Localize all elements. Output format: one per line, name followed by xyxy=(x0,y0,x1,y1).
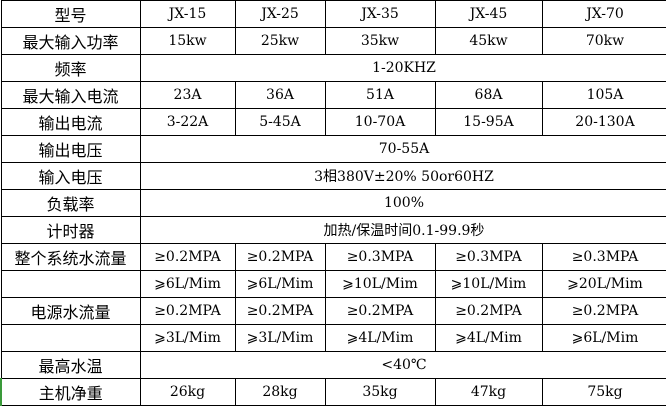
value-cell: ⩾10L/Mim xyxy=(434,270,543,298)
value-cell: ≥0.2MPA xyxy=(541,297,666,325)
value-cell: 20-130A xyxy=(541,108,666,136)
value-cell: ≥0.3MPA xyxy=(324,243,436,271)
row-label xyxy=(0,324,141,352)
value-cell: 26kg xyxy=(139,378,236,406)
value-cell: ⩾10L/Mim xyxy=(324,270,436,298)
value-cell: 15-95A xyxy=(434,108,543,136)
table-row: 频率 1-20KHZ xyxy=(0,54,666,82)
value-cell: 68A xyxy=(434,81,543,109)
row-label: 输出电流 xyxy=(0,108,141,136)
value-cell: ⩾6L/Mim xyxy=(234,270,326,298)
row-label: 输出电压 xyxy=(0,135,141,163)
value-cell: 5-45A xyxy=(234,108,326,136)
value-cell: 28kg xyxy=(234,378,326,406)
value-cell: 36A xyxy=(234,81,326,109)
table-row: 整个系统水流量 ≥0.2MPA ≥0.2MPA ≥0.3MPA ≥0.3MPA ≥0.3M… xyxy=(0,243,666,271)
value-cell: ≥0.2MPA xyxy=(234,243,326,271)
row-label: 整个系统水流量 xyxy=(0,243,141,271)
value-cell: ≥0.2MPA xyxy=(434,297,543,325)
row-label: 最高水温 xyxy=(0,351,141,379)
table-row: 最大输入功率 15kw 25kw 35kw 45kw 70kw xyxy=(0,27,666,55)
table-row: 输出电压 70-55A xyxy=(0,135,666,163)
value-cell: ⩾6L/Mim xyxy=(541,324,666,352)
value-cell: ≥0.3MPA xyxy=(541,243,666,271)
value-cell: ≥0.3MPA xyxy=(434,243,543,271)
table-row: 负载率 100% xyxy=(0,189,666,217)
value-cell: ⩾4L/Mim xyxy=(324,324,436,352)
table-row: 输入电压 3相380V±20% 50or60HZ xyxy=(0,162,666,190)
value-cell: ⩾20L/Mim xyxy=(541,270,666,298)
value-cell: 105A xyxy=(541,81,666,109)
row-label xyxy=(0,270,141,298)
spanning-value: <40℃ xyxy=(139,351,666,379)
model-header: JX-25 xyxy=(234,0,326,28)
value-cell: 23A xyxy=(139,81,236,109)
row-label: 计时器 xyxy=(0,216,141,244)
value-cell: 70kw xyxy=(541,27,666,55)
table-row: 计时器 加热/保温时间0.1-99.9秒 xyxy=(0,216,666,244)
table-row: 最大输入电流 23A 36A 51A 68A 105A xyxy=(0,81,666,109)
value-cell: 3-22A xyxy=(139,108,236,136)
value-cell: 10-70A xyxy=(324,108,436,136)
row-label: 电源水流量 xyxy=(0,297,141,325)
value-cell: ≥0.2MPA xyxy=(139,297,236,325)
value-cell: 35kw xyxy=(324,27,436,55)
value-cell: 15kw xyxy=(139,27,236,55)
table-row: 主机净重 26kg 28kg 35kg 47kg 75kg xyxy=(0,378,666,406)
spanning-value: 1-20KHZ xyxy=(139,54,666,82)
model-header: JX-15 xyxy=(139,0,236,28)
value-cell: ≥0.2MPA xyxy=(324,297,436,325)
value-cell: ≥0.2MPA xyxy=(139,243,236,271)
table-row: 最高水温 <40℃ xyxy=(0,351,666,379)
value-cell: ⩾3L/Mim xyxy=(139,324,236,352)
model-header: JX-45 xyxy=(434,0,543,28)
value-cell: 51A xyxy=(324,81,436,109)
table-row: 电源水流量 ≥0.2MPA ≥0.2MPA ≥0.2MPA ≥0.2MPA ≥0.2MPA xyxy=(0,297,666,325)
value-cell: 35kg xyxy=(324,378,436,406)
model-header: JX-35 xyxy=(324,0,436,28)
value-cell: ≥0.2MPA xyxy=(234,297,326,325)
spanning-value: 70-55A xyxy=(139,135,666,163)
spanning-value: 3相380V±20% 50or60HZ xyxy=(139,162,666,190)
row-label: 主机净重 xyxy=(0,378,141,406)
row-label: 输入电压 xyxy=(0,162,141,190)
row-label: 频率 xyxy=(0,54,141,82)
row-label: 最大输入功率 xyxy=(0,27,141,55)
value-cell: 47kg xyxy=(434,378,543,406)
header-label: 型号 xyxy=(0,0,141,28)
value-cell: 25kw xyxy=(234,27,326,55)
table-row: ⩾6L/Mim ⩾6L/Mim ⩾10L/Mim ⩾10L/Mim ⩾20L/Mim xyxy=(0,270,666,298)
value-cell: ⩾4L/Mim xyxy=(434,324,543,352)
value-cell: 45kw xyxy=(434,27,543,55)
table-row: 输出电流 3-22A 5-45A 10-70A 15-95A 20-130A xyxy=(0,108,666,136)
value-cell: 75kg xyxy=(541,378,666,406)
header-row: 型号 JX-15 JX-25 JX-35 JX-45 JX-70 xyxy=(0,0,666,28)
spanning-value: 加热/保温时间0.1-99.9秒 xyxy=(139,216,666,244)
spanning-value: 100% xyxy=(139,189,666,217)
value-cell: ⩾3L/Mim xyxy=(234,324,326,352)
row-label: 负载率 xyxy=(0,189,141,217)
value-cell: ⩾6L/Mim xyxy=(139,270,236,298)
model-header: JX-70 xyxy=(541,0,666,28)
table-row: ⩾3L/Mim ⩾3L/Mim ⩾4L/Mim ⩾4L/Mim ⩾6L/Mim xyxy=(0,324,666,352)
row-label: 最大输入电流 xyxy=(0,81,141,109)
